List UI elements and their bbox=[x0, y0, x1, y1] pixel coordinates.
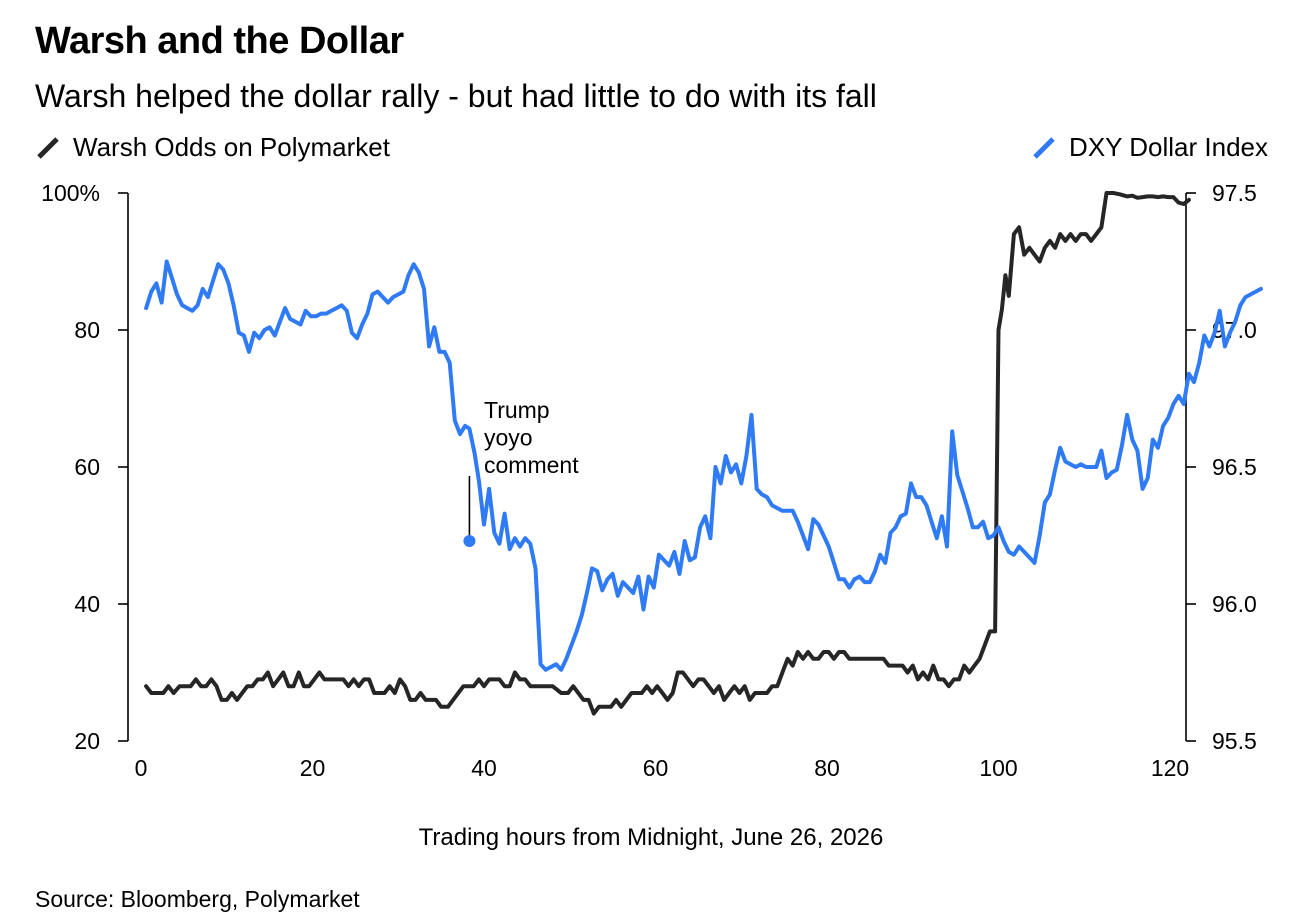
chart-subtitle: Warsh helped the dollar rally - but had … bbox=[35, 78, 877, 114]
legend-warsh: Warsh Odds on Polymarket bbox=[35, 132, 390, 163]
x-axis-tick-label: 0 bbox=[135, 755, 148, 781]
source-note: Source: Bloomberg, Polymarket bbox=[35, 886, 360, 912]
legend-warsh-label: Warsh Odds on Polymarket bbox=[73, 132, 390, 162]
annotation-text-line: yoyo bbox=[484, 425, 533, 451]
x-axis-tick-label: 20 bbox=[300, 755, 326, 781]
x-axis-title: Trading hours from Midnight, June 26, 20… bbox=[419, 824, 884, 851]
x-axis-tick-label: 120 bbox=[1151, 755, 1189, 781]
series-line-dxy bbox=[144, 259, 1263, 672]
left-axis-tick-label: 60 bbox=[74, 454, 100, 480]
legend-dxy: DXY Dollar Index bbox=[1031, 132, 1268, 163]
left-axis-tick-label: 100% bbox=[41, 180, 100, 206]
legend-warsh-swatch-icon bbox=[37, 136, 59, 159]
legend-dxy-swatch-icon bbox=[1033, 136, 1055, 159]
x-axis-tick-label: 40 bbox=[471, 755, 497, 781]
left-axis-tick-label: 40 bbox=[74, 591, 100, 617]
right-axis-tick-label: 95.5 bbox=[1212, 728, 1257, 754]
left-axis-tick-label: 20 bbox=[74, 728, 100, 754]
legend-dxy-label: DXY Dollar Index bbox=[1069, 132, 1268, 162]
right-axis-tick-label: 97.5 bbox=[1212, 180, 1257, 206]
right-axis-tick-label: 96.0 bbox=[1212, 591, 1257, 617]
series-line-warsh-odds bbox=[144, 191, 1191, 716]
annotation-marker bbox=[463, 534, 476, 547]
chart-title: Warsh and the Dollar bbox=[35, 20, 404, 62]
x-axis-tick-label: 80 bbox=[814, 755, 840, 781]
x-axis-tick-label: 60 bbox=[643, 755, 669, 781]
annotation-text-line: Trump bbox=[484, 397, 550, 423]
annotation-text-line: comment bbox=[484, 452, 579, 478]
x-axis-tick-label: 100 bbox=[979, 755, 1017, 781]
chart-series bbox=[144, 191, 1263, 716]
left-axis-tick-label: 80 bbox=[74, 317, 100, 343]
right-axis-tick-label: 96.5 bbox=[1212, 454, 1257, 480]
